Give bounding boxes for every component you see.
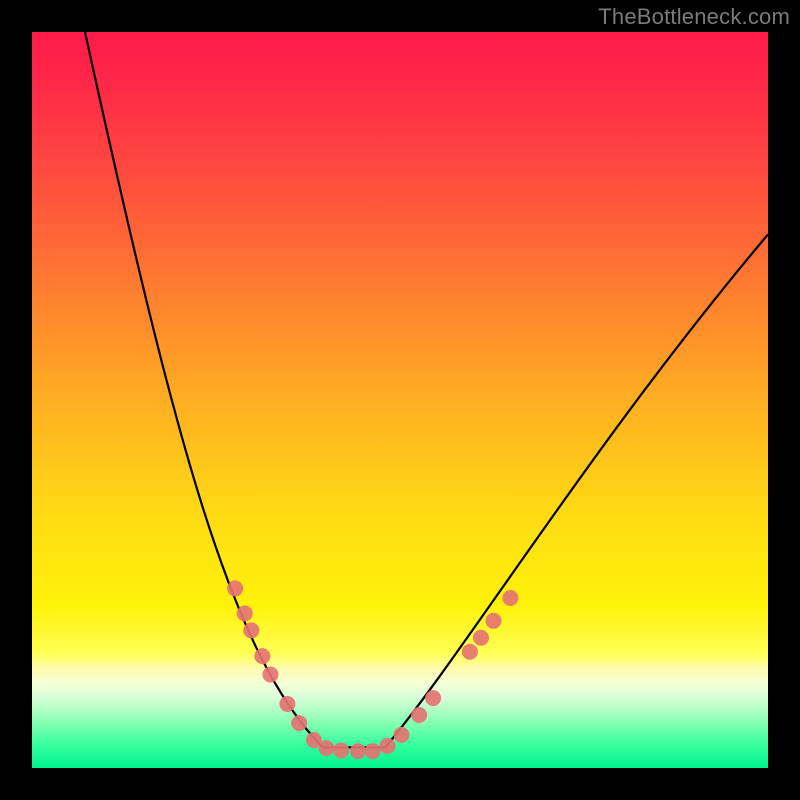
marker-dot	[502, 590, 518, 606]
marker-dot	[365, 743, 381, 759]
plot-area	[32, 32, 768, 768]
marker-dot	[318, 740, 334, 756]
gradient-background	[32, 32, 768, 768]
marker-dot	[462, 644, 478, 660]
marker-dot	[473, 630, 489, 646]
plot-svg	[32, 32, 768, 768]
marker-dot	[227, 580, 243, 596]
marker-dot	[291, 715, 307, 731]
marker-dot	[485, 613, 501, 629]
marker-dot	[262, 667, 278, 683]
marker-dot	[333, 742, 349, 758]
marker-dot	[379, 738, 395, 754]
marker-dot	[393, 727, 409, 743]
marker-dot	[279, 696, 295, 712]
marker-dot	[425, 690, 441, 706]
marker-dot	[411, 707, 427, 723]
watermark-text: TheBottleneck.com	[598, 4, 790, 30]
marker-dot	[350, 743, 366, 759]
marker-dot	[254, 648, 270, 664]
marker-dot	[237, 605, 253, 621]
marker-dot	[243, 622, 259, 638]
chart-container: TheBottleneck.com	[0, 0, 800, 800]
